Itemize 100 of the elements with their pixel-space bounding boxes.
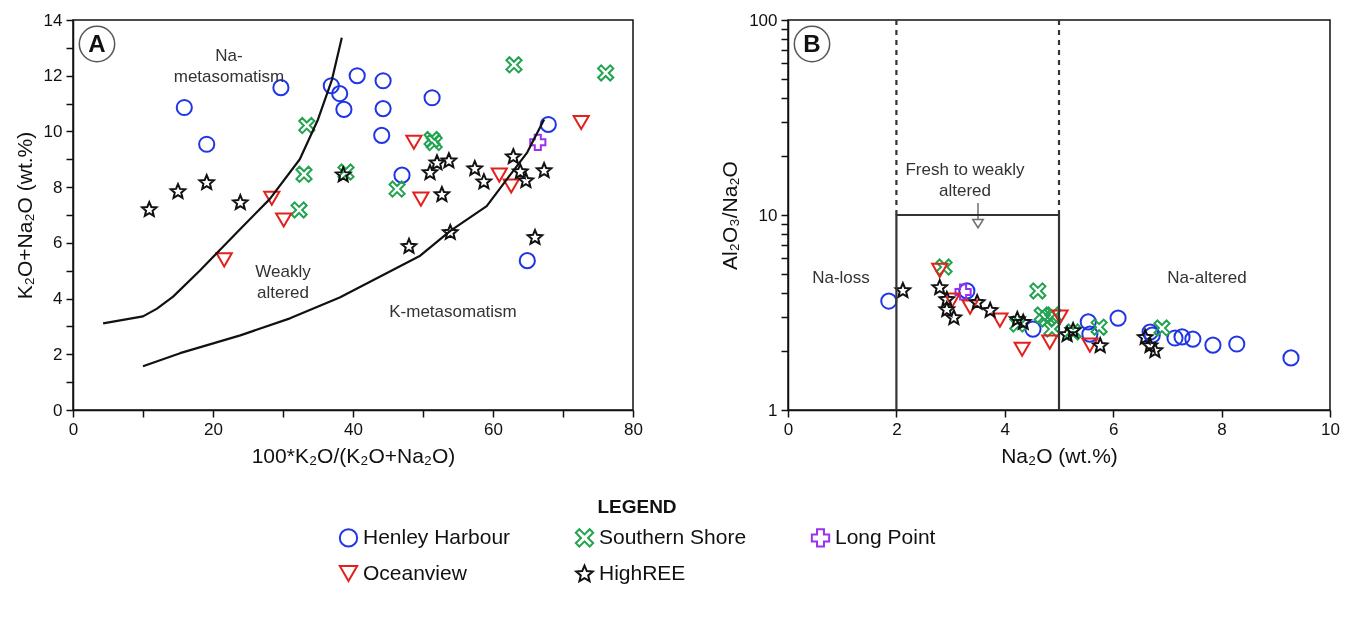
point [935, 258, 953, 276]
point [961, 299, 979, 315]
x-tick-label: 0 [68, 419, 79, 439]
point [1282, 349, 1300, 367]
annotation: Na- metasomatism [173, 46, 285, 86]
legend-label: Long Point [835, 524, 936, 548]
point [331, 84, 349, 103]
point [1153, 319, 1171, 337]
chart-title: A [88, 30, 106, 57]
y-axis-title: K₂O+Na₂O (wt.%) [12, 131, 36, 300]
point [1146, 342, 1164, 358]
point [539, 115, 557, 134]
point [931, 279, 948, 295]
point [529, 133, 547, 151]
point [1041, 334, 1059, 350]
point [1173, 328, 1191, 346]
point [490, 167, 508, 183]
point [1091, 337, 1109, 353]
legend-label: Henley Harbour [363, 524, 511, 548]
point [442, 224, 459, 240]
point [597, 64, 615, 82]
point [512, 163, 529, 180]
point [388, 180, 406, 198]
point [263, 190, 281, 206]
point [290, 201, 308, 219]
x-tick-label: 20 [204, 419, 223, 439]
x-axis-title: Na₂O (wt.%) [1001, 443, 1118, 467]
point [991, 312, 1009, 328]
point [466, 160, 484, 176]
point [894, 282, 912, 298]
point [1009, 315, 1027, 333]
y-tick-label: 6 [53, 233, 63, 253]
point [215, 252, 233, 268]
point [1043, 320, 1061, 338]
point [1141, 337, 1159, 353]
point [1029, 282, 1047, 300]
point [1009, 310, 1026, 327]
y-tick-label: 0 [53, 400, 63, 420]
point [931, 262, 949, 278]
point [1033, 306, 1051, 324]
point [1166, 329, 1184, 347]
y-tick-label: 12 [43, 66, 63, 86]
y-tick-label: 4 [53, 289, 63, 309]
x-tick-label: 80 [624, 419, 643, 439]
point [374, 72, 392, 90]
point [1013, 341, 1031, 357]
x-tick-label: 4 [1000, 419, 1011, 439]
point [393, 166, 411, 184]
y-tick-label: 10 [43, 121, 63, 141]
point [348, 67, 366, 85]
point [322, 77, 340, 95]
annotation: Fresh to weakly altered [905, 160, 1026, 200]
point [1015, 313, 1032, 330]
legend-title: LEGEND [597, 496, 677, 517]
point [505, 56, 523, 74]
point [981, 301, 999, 318]
point [175, 98, 193, 117]
point [1024, 320, 1042, 338]
point [198, 174, 215, 190]
point [880, 292, 898, 310]
point [505, 148, 522, 164]
point [275, 212, 293, 228]
point [958, 282, 976, 300]
point [405, 134, 423, 150]
legend-label: HighREE [599, 560, 686, 584]
point [1184, 330, 1202, 348]
point [1136, 328, 1154, 345]
point [938, 291, 956, 307]
point [1044, 306, 1062, 324]
x-tick-label: 2 [892, 419, 902, 439]
point [1081, 337, 1099, 353]
point [954, 283, 972, 301]
point [374, 100, 392, 118]
point [141, 201, 158, 217]
x-tick-label: 0 [783, 419, 794, 439]
x-tick-label: 60 [484, 419, 503, 439]
point [198, 135, 216, 153]
x-tick-label: 10 [1321, 419, 1340, 439]
point [1079, 313, 1097, 331]
point [1090, 318, 1108, 336]
point [169, 183, 187, 199]
point [232, 194, 249, 210]
x-axis-title: 100*K₂O/(K₂O+Na₂O) [251, 443, 456, 467]
point [572, 114, 590, 131]
point [423, 89, 441, 107]
point [945, 309, 963, 325]
annotation: Na-loss [812, 268, 870, 287]
point [295, 165, 313, 183]
point [943, 292, 961, 308]
y-tick-label: 8 [53, 177, 63, 197]
point [428, 154, 446, 171]
point [1058, 326, 1076, 342]
point [1038, 310, 1056, 328]
point [938, 301, 956, 317]
point [433, 186, 451, 202]
y-tick-label: 14 [43, 10, 63, 30]
x-tick-label: 6 [1108, 419, 1119, 439]
y-tick-label: 1 [768, 400, 778, 420]
y-tick-label: 100 [749, 10, 778, 30]
point [968, 294, 986, 310]
